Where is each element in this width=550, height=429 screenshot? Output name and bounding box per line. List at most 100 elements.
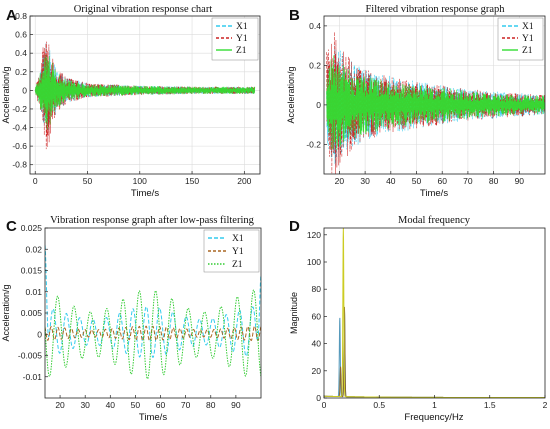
panel-d-frame <box>323 227 546 399</box>
y-tick-label: 0.4 <box>309 21 321 31</box>
panel-d-xlabel: Frequency/Hz <box>404 412 463 423</box>
series-line-z1 <box>326 55 545 151</box>
x-tick-label: 30 <box>360 176 370 186</box>
x-tick-label: 200 <box>237 176 251 186</box>
y-tick-label: 100 <box>307 257 321 267</box>
x-tick-label: 0.5 <box>373 400 385 410</box>
y-tick-label: -0.2 <box>306 139 321 149</box>
panel-a-xlabel: Time/s <box>131 188 159 199</box>
panel-b-legend: X1 Y1 Z1 <box>497 17 544 61</box>
legend-a-z1-label: Z1 <box>236 46 247 56</box>
x-tick-label: 70 <box>181 400 191 410</box>
y-tick-label: -0.005 <box>18 351 42 361</box>
y-tick-label: 0.2 <box>15 67 27 77</box>
panel-d-ylabel: Magnitude <box>289 292 299 334</box>
x-tick-label: 50 <box>131 400 141 410</box>
panel-d-title: Modal frequency <box>398 215 471 226</box>
panel-b-title: Filtered vibration response graph <box>365 4 505 15</box>
legend-c-z1-label: Z1 <box>232 260 243 270</box>
x-tick-label: 60 <box>437 176 447 186</box>
panel-b-legend-box <box>497 17 544 61</box>
legend-a-x1-label: X1 <box>236 22 248 32</box>
x-tick-label: 80 <box>489 176 499 186</box>
panel-a-title: Original vibration response chart <box>74 4 213 15</box>
y-tick-label: 0 <box>22 85 27 95</box>
y-tick-label: 0.6 <box>15 30 27 40</box>
x-tick-label: 100 <box>133 176 147 186</box>
panel-c-legend: X1 Y1 Z1 <box>203 229 260 273</box>
panel-b-xlabel: Time/s <box>420 188 448 199</box>
x-tick-label: 50 <box>412 176 422 186</box>
y-tick-label: -0.4 <box>12 123 27 133</box>
panel-a-legend: X1 Y1 Z1 <box>211 17 259 61</box>
x-tick-label: 2 <box>543 400 548 410</box>
x-tick-label: 1 <box>432 400 437 410</box>
x-tick-label: 80 <box>206 400 216 410</box>
panel-c-title: Vibration response graph after low-pass … <box>50 215 255 226</box>
x-tick-label: 30 <box>80 400 90 410</box>
panel-b-frame <box>323 15 546 175</box>
panel-a: A Original vibration response chart 0 50 1… <box>1 4 261 199</box>
spectrum-line-0 <box>324 309 545 398</box>
panel-a-letter: A <box>6 7 17 24</box>
y-tick-label: 0.02 <box>25 244 42 254</box>
y-tick-label: -0.01 <box>23 372 43 382</box>
panel-c-plot-area <box>45 245 261 380</box>
panel-a-ticks: 0 50 100 150 200 -0.8 -0.6 -0.4 -0.2 0 0.2 0.4 0.6 0.… <box>12 11 251 186</box>
x-tick-label: 20 <box>55 400 65 410</box>
panel-d-plot-area <box>324 228 545 398</box>
x-tick-label: 90 <box>231 400 241 410</box>
y-tick-label: 80 <box>312 284 322 294</box>
panel-c-letter: C <box>6 218 17 235</box>
panel-b-plot-area <box>326 31 545 174</box>
panel-b-ticks: 20 30 40 50 60 70 80 90 -0.2 0 0.2 0.4 <box>306 21 524 186</box>
panel-b: B Filtered vibration response graph 20 30… <box>286 4 546 199</box>
x-tick-label: 150 <box>185 176 199 186</box>
y-tick-label: 0.005 <box>21 308 43 318</box>
x-tick-label: 1.5 <box>484 400 496 410</box>
spectrum-line-1 <box>324 306 545 398</box>
y-tick-label: 60 <box>312 311 322 321</box>
panel-a-frame <box>29 15 261 175</box>
y-tick-label: 0 <box>316 100 321 110</box>
panel-c-xlabel: Time/s <box>139 412 167 423</box>
x-tick-label: 60 <box>156 400 166 410</box>
x-tick-label: 90 <box>515 176 525 186</box>
x-tick-label: 40 <box>386 176 396 186</box>
panel-b-ylabel: Acceleration/g <box>286 66 296 123</box>
y-tick-label: 0.01 <box>25 287 42 297</box>
x-tick-label: 0 <box>322 400 327 410</box>
y-tick-label: 0 <box>37 329 42 339</box>
legend-b-x1-label: X1 <box>522 22 534 32</box>
panel-a-plot-area <box>34 41 256 150</box>
y-tick-label: -0.2 <box>12 104 27 114</box>
series-line-x1 <box>45 245 261 358</box>
legend-b-y1-label: Y1 <box>522 34 534 44</box>
x-tick-label: 20 <box>335 176 345 186</box>
panel-a-ylabel: Acceleration/g <box>1 66 11 123</box>
panel-c: C Vibration response graph after low-pas… <box>1 215 262 423</box>
y-tick-label: -0.8 <box>12 160 27 170</box>
x-tick-label: 40 <box>106 400 116 410</box>
panel-b-letter: B <box>289 7 300 24</box>
legend-b-z1-label: Z1 <box>522 46 533 56</box>
spectrum-line-2 <box>324 228 545 398</box>
y-tick-label: 0.4 <box>15 48 27 58</box>
panel-c-ticks: 20 30 40 50 60 70 80 90 -0.01 -0.005 0 0.005 0.01 0.0… <box>18 223 241 410</box>
panel-a-legend-box <box>211 17 259 61</box>
x-tick-label: 0 <box>33 176 38 186</box>
series-line-y1 <box>34 41 256 150</box>
series-line-z1 <box>45 289 261 380</box>
panel-c-ylabel: Acceleration/g <box>1 284 11 341</box>
y-tick-label: 0.025 <box>21 223 43 233</box>
legend-c-x1-label: X1 <box>232 234 244 244</box>
y-tick-label: -0.6 <box>12 141 27 151</box>
series-line-z1 <box>34 55 256 130</box>
y-tick-label: 20 <box>312 366 322 376</box>
y-tick-label: 0.2 <box>309 60 321 70</box>
y-tick-label: 120 <box>307 230 321 240</box>
y-tick-label: 0.8 <box>15 11 27 21</box>
x-tick-label: 50 <box>83 176 93 186</box>
